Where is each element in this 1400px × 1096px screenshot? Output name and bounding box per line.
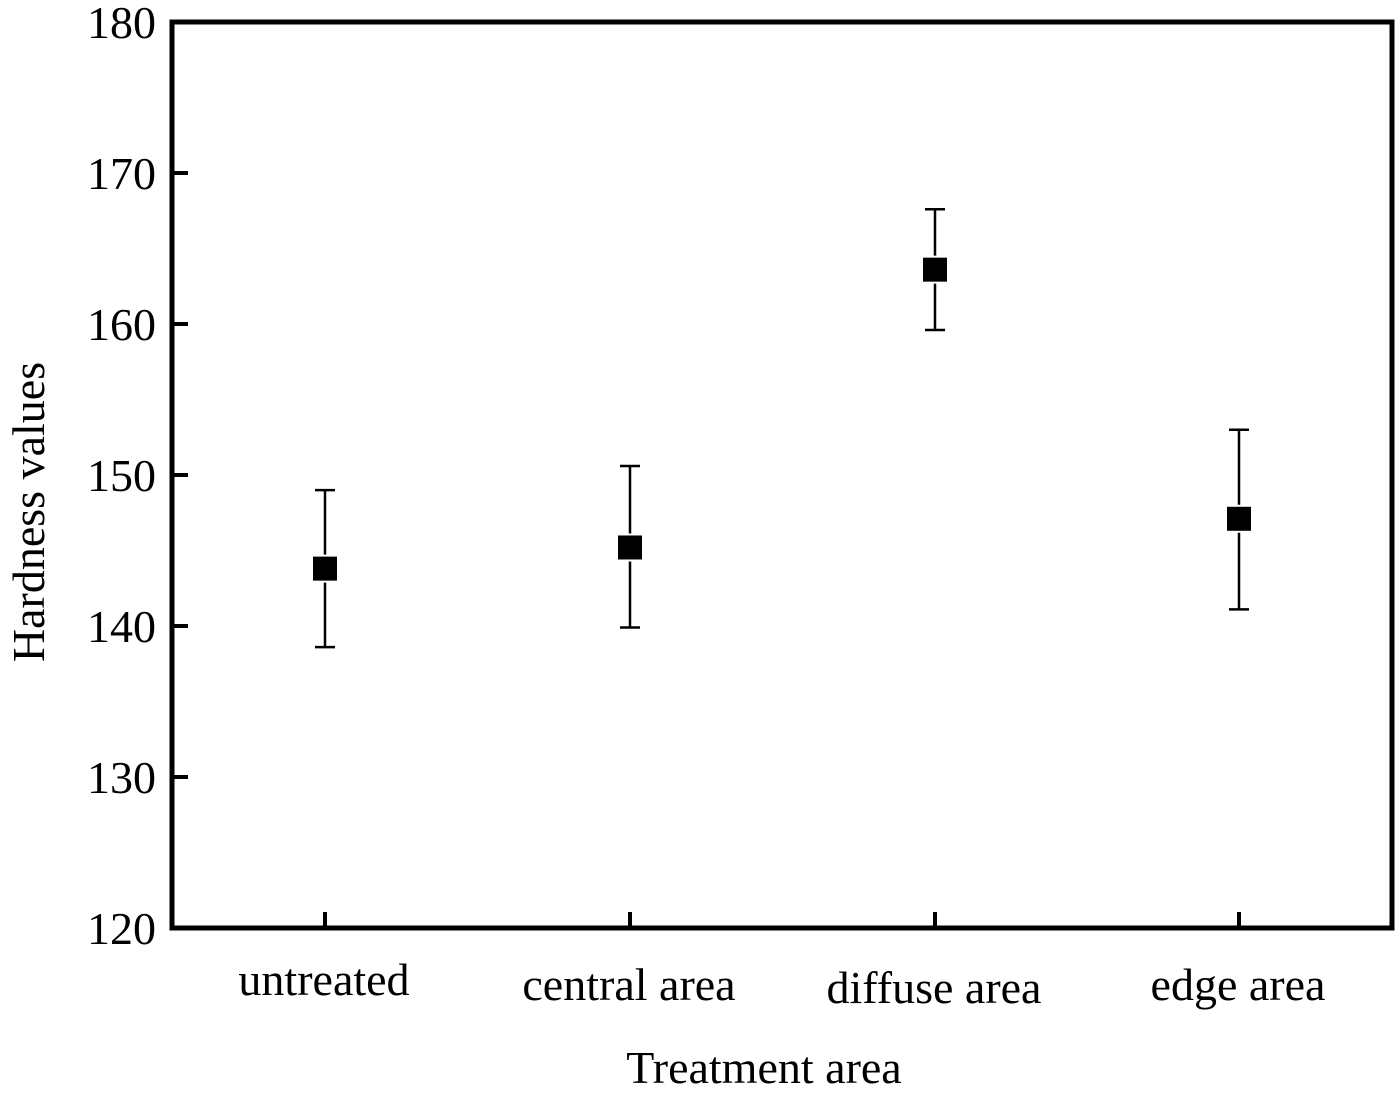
square-marker-icon — [618, 535, 642, 560]
data-points — [313, 207, 1251, 649]
x-tick-label: central area — [522, 959, 735, 1010]
data-point — [313, 488, 337, 649]
x-axis-ticks: untreated central area diffuse area edge ar… — [238, 912, 1325, 1013]
square-marker-icon — [313, 556, 337, 581]
y-tick-label: 130 — [87, 752, 156, 803]
plot-frame — [169, 19, 1395, 931]
y-axis-ticks: 120 130 140 150 160 170 180 — [87, 0, 188, 954]
x-tick-label: diffuse area — [827, 962, 1042, 1013]
data-point — [618, 464, 642, 629]
y-tick-label: 150 — [87, 450, 156, 501]
data-point — [923, 207, 947, 332]
y-tick-label: 120 — [87, 903, 156, 954]
x-tick-label: untreated — [238, 954, 409, 1005]
plot-border — [169, 19, 1395, 931]
square-marker-icon — [923, 257, 947, 282]
y-tick-label: 140 — [87, 601, 156, 652]
y-axis-title: Hardness values — [3, 362, 54, 662]
data-point — [1227, 428, 1251, 611]
y-tick-label: 180 — [87, 0, 156, 48]
x-axis-title: Treatment area — [626, 1042, 901, 1091]
x-tick-label: edge area — [1151, 959, 1326, 1010]
y-tick-label: 160 — [87, 299, 156, 350]
y-tick-label: 170 — [87, 148, 156, 199]
square-marker-icon — [1227, 506, 1251, 531]
